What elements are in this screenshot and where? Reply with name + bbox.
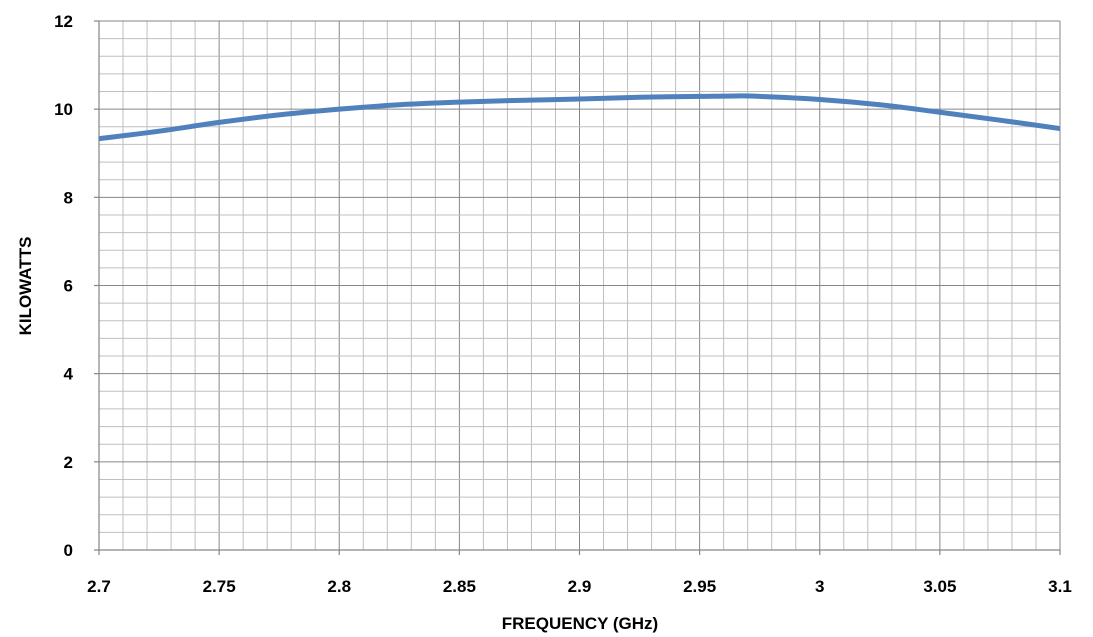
x-tick-labels: 2.7 2.75 2.8 2.85 2.9 2.95 3 3.05 3.1 bbox=[87, 577, 1072, 596]
series-layer bbox=[98, 93, 1061, 142]
y-tick-label: 10 bbox=[54, 100, 73, 119]
x-tick-label: 3.05 bbox=[923, 577, 956, 596]
series-line bbox=[98, 93, 1061, 142]
y-tick-label: 4 bbox=[64, 365, 74, 384]
y-tick-label: 8 bbox=[64, 188, 73, 207]
y-tick-labels: 0 2 4 6 8 10 12 bbox=[54, 12, 73, 560]
y-axis-title: KILOWATTS bbox=[16, 237, 35, 336]
y-tick-label: 12 bbox=[54, 12, 73, 31]
x-tick-label: 3 bbox=[815, 577, 824, 596]
x-tick-label: 2.85 bbox=[443, 577, 476, 596]
axes bbox=[94, 20, 1061, 555]
x-tick-label: 2.9 bbox=[568, 577, 592, 596]
x-tick-label: 2.7 bbox=[87, 577, 111, 596]
y-tick-label: 2 bbox=[64, 453, 73, 472]
x-tick-label: 3.1 bbox=[1048, 577, 1072, 596]
y-tick-label: 0 bbox=[64, 541, 73, 560]
y-tick-label: 6 bbox=[64, 277, 73, 296]
x-axis-title: FREQUENCY (GHz) bbox=[502, 614, 658, 633]
x-tick-label: 2.75 bbox=[203, 577, 236, 596]
x-tick-label: 2.8 bbox=[327, 577, 351, 596]
x-tick-label: 2.95 bbox=[683, 577, 716, 596]
